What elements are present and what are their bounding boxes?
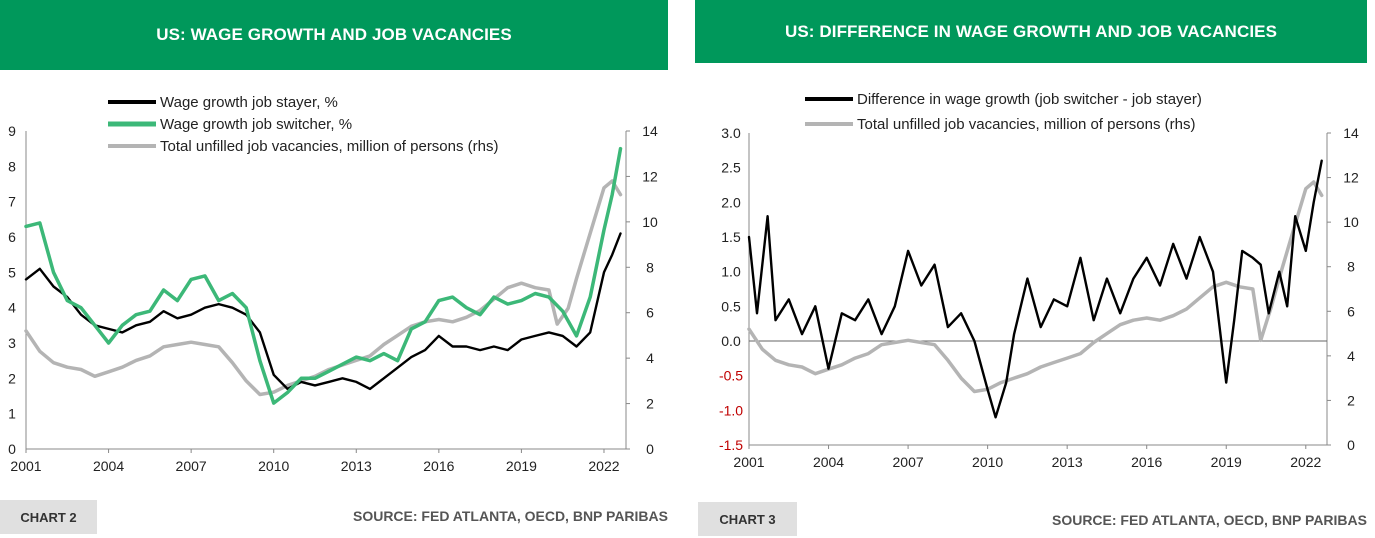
chart3-badge: CHART 3 bbox=[698, 502, 797, 536]
chart3-legend-label-0: Difference in wage growth (job switcher … bbox=[857, 91, 1202, 108]
chart3-ytick-right: 8 bbox=[1347, 259, 1355, 275]
chart2-series-1-line bbox=[24, 146, 623, 405]
chart2-xtick: 2019 bbox=[506, 458, 537, 474]
chart2-ytick-right: 6 bbox=[646, 305, 654, 321]
chart2-series-0-line bbox=[24, 232, 622, 391]
chart3-ytick-left: 3.0 bbox=[721, 125, 741, 141]
chart2-ytick-left: 9 bbox=[8, 123, 16, 139]
chart2-ytick-left: 7 bbox=[8, 194, 16, 210]
chart3-source: SOURCE: FED ATLANTA, OECD, BNP PARIBAS bbox=[1051, 512, 1367, 528]
chart2-xtick: 2001 bbox=[10, 458, 41, 474]
chart2-xtick: 2007 bbox=[176, 458, 207, 474]
chart3-ytick-right: 4 bbox=[1347, 348, 1355, 364]
chart2-legend-label-2: Total unfilled job vacancies, million of… bbox=[160, 138, 499, 155]
chart2-xtick: 2013 bbox=[341, 458, 372, 474]
chart3-ytick-left: 2.0 bbox=[721, 194, 741, 210]
chart2-xtick: 2016 bbox=[423, 458, 454, 474]
chart3-ytick-right: 14 bbox=[1343, 125, 1359, 141]
chart2-ytick-right: 4 bbox=[646, 350, 654, 366]
chart3-ytick-right: 6 bbox=[1347, 303, 1355, 319]
chart2-title: US: WAGE GROWTH AND JOB VACANCIES bbox=[0, 0, 668, 70]
chart3-ytick-left: 1.5 bbox=[721, 229, 741, 245]
chart3-xtick: 2007 bbox=[893, 454, 924, 470]
chart3-ytick-right: 0 bbox=[1347, 437, 1355, 453]
chart3-plot: -1.5 -1.0 -0.5 0.0 0.5 1.0 1.5 2.0 2.5 3.0 0 2 4 6 8 10… bbox=[719, 91, 1359, 470]
chart3-series-1-line bbox=[747, 180, 1324, 394]
chart2-ytick-right: 14 bbox=[642, 123, 658, 139]
chart3-legend-label-1: Total unfilled job vacancies, million of… bbox=[857, 116, 1196, 133]
chart3-ytick-right: 10 bbox=[1343, 214, 1359, 230]
chart3-ytick-left: 0.5 bbox=[721, 298, 741, 314]
chart3-panel: US: DIFFERENCE IN WAGE GROWTH AND JOB VA… bbox=[695, 0, 1367, 538]
chart2-ytick-left: 0 bbox=[8, 441, 16, 457]
chart2-legend-label-1: Wage growth job switcher, % bbox=[160, 116, 352, 133]
chart3-ytick-left: 2.5 bbox=[721, 160, 741, 176]
chart2-ytick-left: 3 bbox=[8, 335, 16, 351]
chart3-xtick: 2019 bbox=[1211, 454, 1242, 470]
chart3-xtick: 2013 bbox=[1052, 454, 1083, 470]
chart2-ytick-right: 10 bbox=[642, 214, 658, 230]
chart3-title: US: DIFFERENCE IN WAGE GROWTH AND JOB VA… bbox=[695, 0, 1367, 63]
chart2-legend-label-0: Wage growth job stayer, % bbox=[160, 94, 338, 111]
chart2-ytick-right: 2 bbox=[646, 396, 654, 412]
chart2-badge: CHART 2 bbox=[0, 500, 97, 534]
chart3-xtick: 2004 bbox=[813, 454, 844, 470]
chart3-ytick-left: 0.0 bbox=[721, 333, 741, 349]
chart2-series-2-line bbox=[24, 179, 623, 397]
chart2-ytick-left: 8 bbox=[8, 158, 16, 174]
chart3-ytick-left: -1.0 bbox=[719, 402, 743, 418]
chart2-ytick-right: 8 bbox=[646, 259, 654, 275]
chart2-xtick: 2022 bbox=[588, 458, 619, 474]
chart3-ytick-left: -0.5 bbox=[719, 368, 743, 384]
chart3-ytick-left: 1.0 bbox=[721, 264, 741, 280]
chart3-xtick: 2010 bbox=[972, 454, 1003, 470]
chart3-ytick-right: 2 bbox=[1347, 392, 1355, 408]
chart2-ytick-left: 5 bbox=[8, 264, 16, 280]
chart2-ytick-left: 6 bbox=[8, 229, 16, 245]
chart3-ytick-left: -1.5 bbox=[719, 437, 743, 453]
chart3-xtick: 2016 bbox=[1131, 454, 1162, 470]
chart2-ytick-left: 1 bbox=[8, 406, 16, 422]
chart3-xtick: 2001 bbox=[733, 454, 764, 470]
chart2-xtick: 2004 bbox=[93, 458, 124, 474]
chart2-ytick-right: 12 bbox=[642, 168, 658, 184]
chart3-ytick-right: 12 bbox=[1343, 170, 1359, 186]
chart2-ytick-right: 0 bbox=[646, 441, 654, 457]
chart2-ytick-left: 4 bbox=[8, 300, 16, 316]
chart2-xtick: 2010 bbox=[258, 458, 289, 474]
chart2-ytick-left: 2 bbox=[8, 370, 16, 386]
chart3-xtick: 2022 bbox=[1290, 454, 1321, 470]
chart2-source: SOURCE: FED ATLANTA, OECD, BNP PARIBAS bbox=[352, 508, 668, 524]
chart3-series-0-line bbox=[747, 159, 1323, 419]
